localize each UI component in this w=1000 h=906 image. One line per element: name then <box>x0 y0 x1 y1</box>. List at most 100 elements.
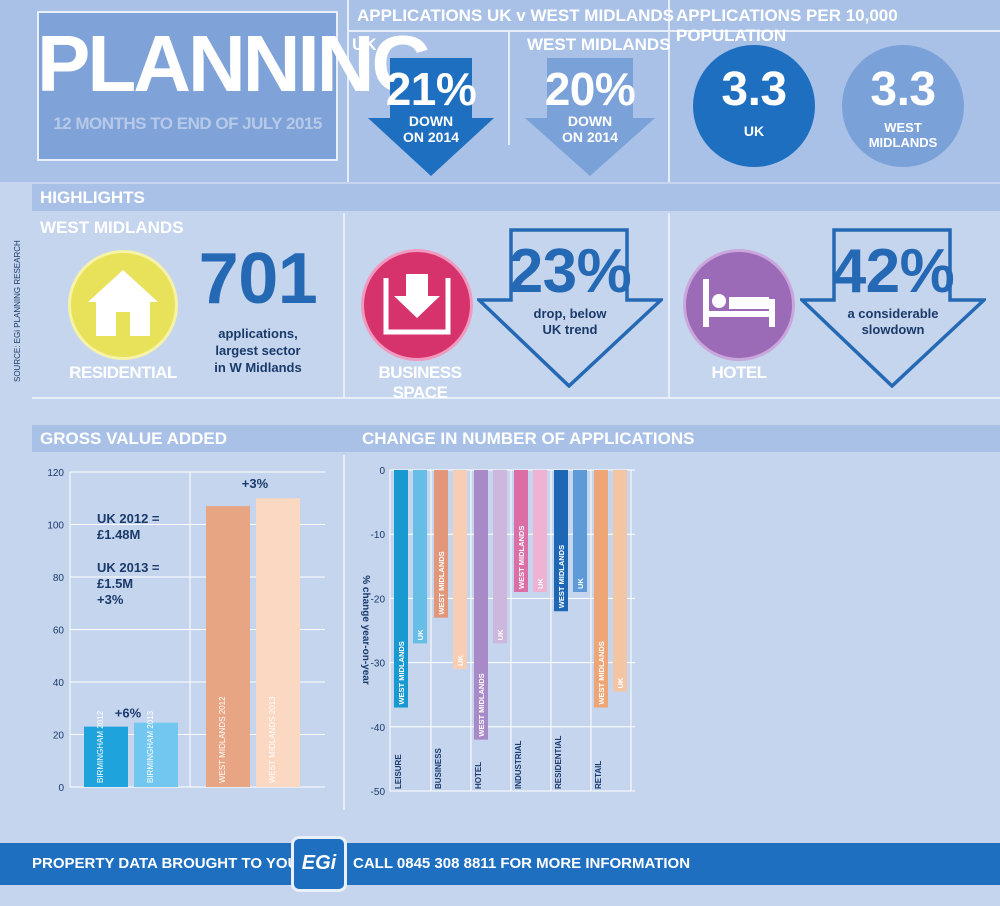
hotel-value: 42% <box>831 237 955 306</box>
hotel-label: HOTEL <box>711 363 767 382</box>
gva-annotation: +3% <box>242 476 269 491</box>
uk-down-arrow-icon <box>368 58 494 176</box>
divider <box>347 30 1000 32</box>
gva-tick-label: 120 <box>47 468 64 479</box>
source-note: SOURCE: EGi PLANNING RESEARCH <box>13 240 22 382</box>
wm-label: WEST MIDLANDS <box>527 35 671 54</box>
region-heading: WEST MIDLANDS <box>40 218 184 237</box>
gva-bar <box>84 726 128 787</box>
change-category-label: BUSINESS <box>434 747 443 789</box>
change-bar-label: WEST MIDLANDS <box>517 526 526 589</box>
gva-tick-label: 40 <box>53 678 65 689</box>
business-value: 23% <box>508 237 632 306</box>
change-tick-label: 0 <box>379 466 385 477</box>
business-text1: drop, below <box>533 306 607 321</box>
business-label: BUSINESS SPACE <box>378 363 462 402</box>
page-title: PLANNING <box>37 19 434 108</box>
change-bar <box>613 470 627 692</box>
footer-left-text: PROPERTY DATA BROUGHT TO YOU BY <box>32 855 324 872</box>
change-bar <box>573 470 587 592</box>
gva-annotation: +6% <box>115 705 142 720</box>
change-bar-label: WEST MIDLANDS <box>397 641 406 704</box>
change-category-label: LEISURE <box>394 754 403 789</box>
divider <box>32 397 1000 399</box>
charts-band <box>32 425 1000 452</box>
footer-bar <box>0 843 1000 885</box>
change-bar <box>533 470 547 592</box>
hotel-text2: slowdown <box>861 322 925 337</box>
change-tick-label: -20 <box>371 594 386 605</box>
wm-change-value: 20% <box>544 63 636 115</box>
divider <box>668 213 670 398</box>
highlights-band <box>32 184 1000 211</box>
change-tick-label: -40 <box>371 723 386 734</box>
footer-right-text: CALL 0845 308 8811 FOR MORE INFORMATION <box>353 855 691 872</box>
wm-down-arrow-icon <box>525 58 655 176</box>
change-category-label: INDUSTRIAL <box>514 740 523 789</box>
divider <box>508 30 510 145</box>
gva-note-b1: UK 2013 = <box>97 560 160 575</box>
change-bar <box>413 470 427 644</box>
egi-logo <box>291 836 347 892</box>
change-tick-label: -30 <box>371 659 386 670</box>
change-chart: 0 -10 -20 -30 -40 -50 % change year-on-year WES… <box>360 466 635 798</box>
download-icon <box>383 274 451 335</box>
change-bar-label: UK <box>616 677 625 688</box>
change-bar <box>493 470 507 644</box>
residential-text1: applications, <box>218 326 298 341</box>
change-category-label: RETAIL <box>594 761 603 789</box>
divider <box>343 455 345 810</box>
change-bar <box>434 470 448 618</box>
change-bar-label: WEST MIDLANDS <box>477 673 486 736</box>
gva-note-b3: +3% <box>97 592 124 607</box>
title-block <box>37 11 338 161</box>
highlights-heading: HIGHLIGHTS <box>40 188 145 207</box>
gva-note-a1: UK 2012 = <box>97 511 160 526</box>
wm-per-10000-label1: WEST <box>884 120 922 135</box>
per-10000-heading: APPLICATIONS PER 10,000 POPULATION <box>676 6 898 45</box>
gva-note-b2: £1.5M <box>97 576 134 591</box>
change-heading: CHANGE IN NUMBER OF APPLICATIONS <box>362 429 695 448</box>
gva-chart: 0 20 40 60 80 100 120 BIRMINGHAM 2012 BIRMINGHAM… <box>47 468 325 794</box>
gva-tick-label: 100 <box>47 521 64 532</box>
uk-per-10000-value: 3.3 <box>721 63 787 116</box>
gva-tick-label: 80 <box>53 573 65 584</box>
residential-text2: largest sector <box>215 343 301 358</box>
gva-tick-label: 20 <box>53 731 65 742</box>
change-tick-label: -10 <box>371 530 386 541</box>
gva-bar-label: WEST MIDLANDS 2013 <box>268 696 277 783</box>
change-bar-label: UK <box>416 629 425 640</box>
wm-per-10000-circle <box>842 45 964 167</box>
page-subtitle: 12 MONTHS TO END OF JULY 2015 <box>53 114 322 133</box>
business-down-arrow-icon <box>477 228 663 388</box>
gva-bar <box>206 506 250 787</box>
wm-change-line1: DOWN <box>567 113 613 129</box>
change-bar-label: WEST MIDLANDS <box>557 545 566 608</box>
wm-per-10000-label2: MIDLANDS <box>868 135 938 150</box>
change-bar <box>453 470 467 670</box>
wm-change-line2: ON 2014 <box>561 129 619 145</box>
change-bar <box>514 470 528 592</box>
hotel-down-arrow-icon <box>800 228 986 388</box>
change-category-label: RESIDENTIAL <box>554 736 563 789</box>
change-bar-label: UK <box>496 629 505 640</box>
change-category-label: HOTEL <box>474 762 483 789</box>
gva-note-a2: £1.48M <box>97 527 141 542</box>
uk-per-10000-label: UK <box>743 123 765 139</box>
change-bar <box>394 470 408 708</box>
change-tick-label: -50 <box>371 787 386 798</box>
change-bar-label: WEST MIDLANDS <box>597 641 606 704</box>
uk-change-line1: DOWN <box>408 113 454 129</box>
gva-bar <box>256 498 300 787</box>
change-y-axis-label: % change year-on-year <box>360 575 371 685</box>
gva-bar-label: BIRMINGHAM 2013 <box>146 710 155 783</box>
house-icon <box>88 270 158 336</box>
applications-heading: APPLICATIONS UK v WEST MIDLANDS <box>357 6 675 25</box>
gva-heading: GROSS VALUE ADDED <box>40 429 228 448</box>
egi-logo-text: EGi <box>301 852 337 874</box>
hotel-text1: a considerable <box>847 306 939 321</box>
residential-text3: in W Midlands <box>214 360 302 375</box>
residential-value: 701 <box>198 239 318 319</box>
change-bar <box>474 470 488 740</box>
change-bar <box>554 470 568 612</box>
